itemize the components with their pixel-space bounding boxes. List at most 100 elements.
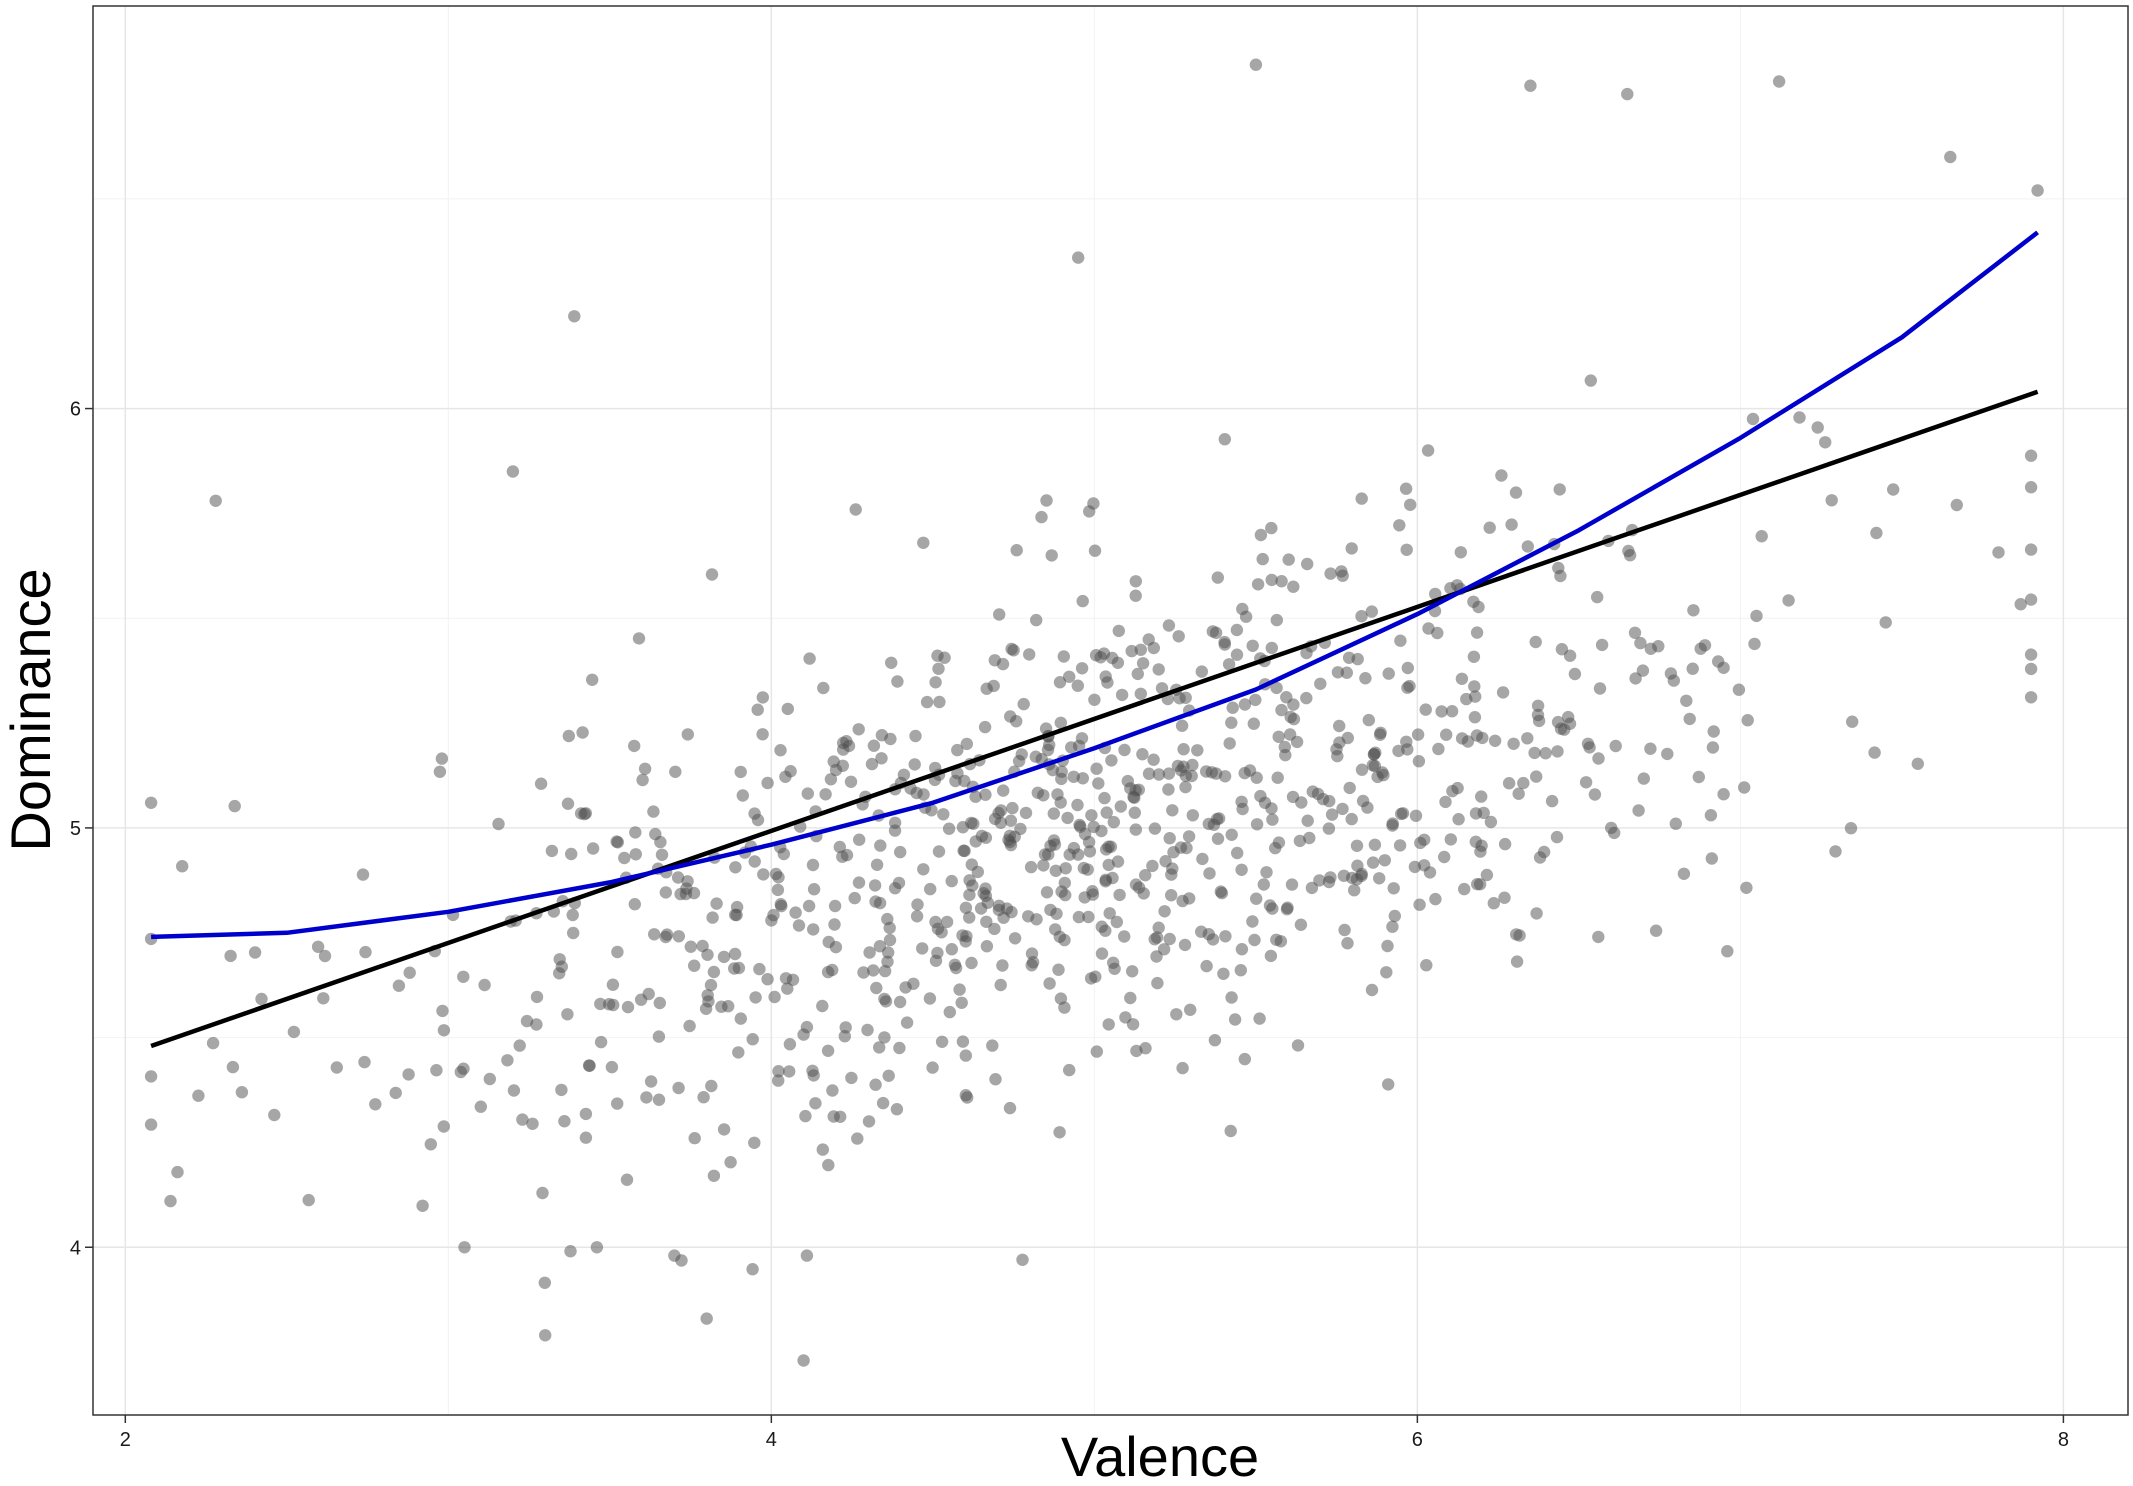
data-point bbox=[1451, 781, 1464, 795]
data-point bbox=[1223, 737, 1236, 750]
data-point bbox=[144, 1070, 158, 1083]
data-point bbox=[734, 765, 747, 779]
data-point bbox=[1142, 767, 1156, 780]
data-point bbox=[911, 898, 924, 911]
data-point bbox=[611, 945, 624, 959]
data-point bbox=[1238, 766, 1251, 780]
data-point bbox=[1755, 530, 1768, 543]
data-point bbox=[1118, 743, 1131, 757]
data-point bbox=[1019, 806, 1033, 820]
data-point bbox=[672, 930, 685, 943]
data-point bbox=[1554, 569, 1567, 583]
data-point bbox=[669, 765, 682, 778]
data-point bbox=[359, 945, 372, 959]
data-point bbox=[1084, 972, 1098, 985]
data-point bbox=[435, 752, 449, 765]
data-point bbox=[1467, 595, 1480, 608]
data-point bbox=[729, 861, 742, 874]
data-point bbox=[1592, 752, 1605, 765]
data-point bbox=[807, 923, 820, 936]
data-point bbox=[935, 926, 948, 939]
data-point bbox=[501, 1054, 514, 1067]
data-point bbox=[1152, 663, 1165, 676]
data-point bbox=[1078, 891, 1091, 904]
data-point bbox=[1092, 777, 1105, 790]
data-point bbox=[803, 652, 816, 665]
data-point bbox=[1505, 518, 1518, 531]
data-point bbox=[356, 868, 370, 881]
data-point bbox=[1632, 804, 1645, 817]
data-point bbox=[1180, 841, 1193, 855]
data-point bbox=[1502, 777, 1516, 790]
data-point bbox=[1248, 933, 1261, 947]
data-point bbox=[1351, 652, 1364, 666]
data-point bbox=[1408, 860, 1422, 874]
data-point bbox=[1512, 787, 1525, 800]
data-point bbox=[724, 1156, 737, 1169]
data-point bbox=[1293, 834, 1307, 848]
data-point bbox=[1234, 964, 1248, 977]
data-point bbox=[1162, 619, 1176, 632]
data-point bbox=[1057, 650, 1071, 663]
data-point bbox=[1392, 744, 1405, 758]
data-point bbox=[1772, 75, 1786, 88]
data-point bbox=[1421, 444, 1435, 457]
data-point bbox=[628, 898, 641, 911]
data-point bbox=[1196, 852, 1209, 866]
data-point bbox=[878, 1031, 891, 1044]
data-point bbox=[1211, 571, 1225, 584]
data-point bbox=[437, 1024, 451, 1037]
data-point bbox=[1285, 878, 1299, 891]
data-point bbox=[929, 915, 942, 929]
data-point bbox=[942, 822, 956, 835]
data-point bbox=[1147, 753, 1160, 766]
data-point bbox=[1529, 635, 1542, 649]
data-point bbox=[1887, 483, 1900, 496]
data-point bbox=[1102, 858, 1115, 872]
data-point bbox=[826, 1084, 839, 1097]
data-point bbox=[176, 860, 189, 873]
data-point bbox=[507, 1084, 521, 1097]
data-point bbox=[1090, 762, 1103, 775]
data-point bbox=[963, 888, 976, 902]
data-point bbox=[1200, 959, 1213, 973]
data-point bbox=[1263, 899, 1277, 912]
data-point bbox=[1294, 918, 1308, 931]
data-point bbox=[1067, 841, 1081, 855]
data-point bbox=[392, 979, 406, 992]
data-point bbox=[1386, 920, 1399, 933]
data-point bbox=[1129, 589, 1142, 602]
data-point bbox=[933, 695, 946, 709]
data-point bbox=[756, 691, 769, 704]
data-point bbox=[1539, 747, 1552, 760]
data-point bbox=[1992, 546, 2005, 559]
data-point bbox=[807, 883, 821, 896]
data-point bbox=[1167, 846, 1180, 859]
data-point bbox=[988, 922, 1001, 936]
data-point bbox=[648, 928, 661, 941]
data-point bbox=[1178, 938, 1192, 952]
data-point bbox=[1588, 788, 1602, 801]
data-point bbox=[1365, 605, 1379, 618]
data-point bbox=[1139, 869, 1152, 882]
data-point bbox=[1054, 716, 1068, 729]
data-point bbox=[1467, 650, 1481, 663]
data-point bbox=[1345, 812, 1358, 826]
data-point bbox=[1115, 688, 1129, 702]
data-point bbox=[1336, 569, 1349, 582]
data-point bbox=[567, 926, 580, 940]
data-point bbox=[632, 632, 646, 645]
data-point bbox=[1249, 58, 1263, 71]
data-point bbox=[848, 891, 861, 905]
data-point bbox=[1740, 881, 1753, 894]
data-point bbox=[1111, 855, 1125, 868]
data-point bbox=[1250, 818, 1264, 831]
data-point bbox=[1591, 590, 1604, 604]
data-point bbox=[1322, 822, 1336, 835]
data-point bbox=[1628, 626, 1642, 639]
data-point bbox=[979, 882, 992, 895]
data-point bbox=[1404, 498, 1417, 511]
data-point bbox=[771, 883, 785, 897]
data-point bbox=[1236, 602, 1249, 616]
data-point bbox=[878, 992, 891, 1006]
